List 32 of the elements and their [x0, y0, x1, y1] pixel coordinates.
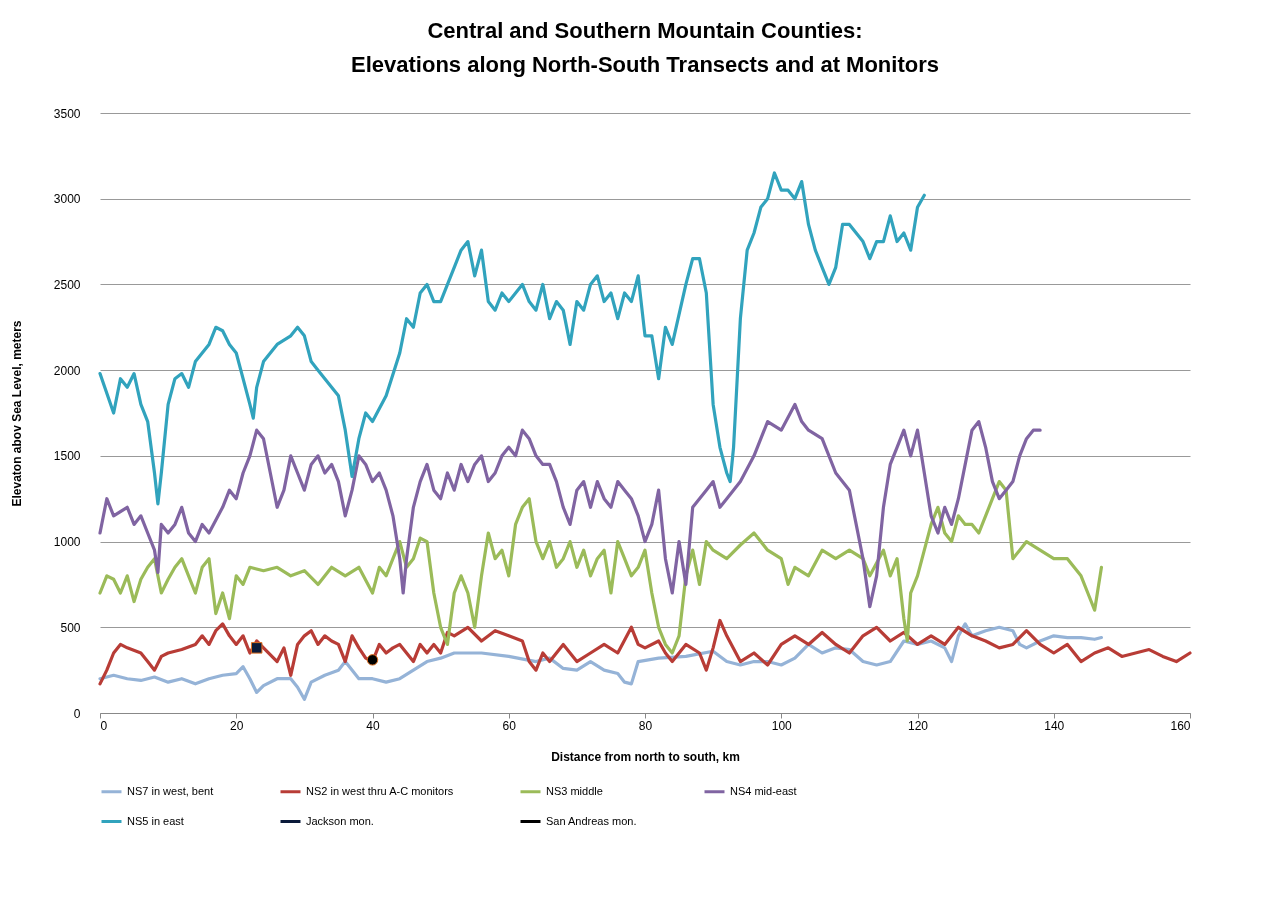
x-tick-label: 100	[771, 718, 793, 733]
x-tick-label: 160	[1170, 718, 1191, 733]
legend-label: NS7 in west, bent	[127, 784, 214, 797]
line-series	[98, 618, 1192, 686]
x-tick-label: 60	[502, 718, 517, 733]
x-tick-label: 80	[638, 718, 653, 733]
legend-label: San Andreas mon.	[546, 814, 637, 827]
line-series	[98, 622, 1104, 701]
legend-label: Jackson mon.	[306, 814, 374, 827]
x-tick-label: 140	[1044, 718, 1065, 733]
line-series	[98, 479, 1104, 655]
y-tick-label: 1000	[53, 535, 81, 550]
y-tick-label: 2500	[53, 277, 81, 292]
y-tick-label: 1500	[53, 449, 81, 464]
line-series	[98, 171, 926, 506]
x-tick-label: 40	[366, 718, 380, 733]
y-tick-label: 2000	[53, 363, 81, 378]
x-axis-title: Distance from north to south, km	[551, 749, 740, 764]
y-tick-label: 3000	[53, 192, 81, 207]
x-tick-label: 20	[230, 718, 244, 733]
chart-title: Central and Southern Mountain Counties: Elevations along North-South Transects and at Monitors	[351, 18, 939, 77]
legend-label: NS5 in east	[127, 814, 184, 827]
x-tick-label: 120	[907, 718, 929, 733]
legend-label: NS3 middle	[546, 784, 603, 797]
y-tick-label: 3500	[53, 106, 81, 121]
line-series	[98, 402, 1042, 609]
y-tick-label: 500	[60, 620, 81, 635]
y-tick-label: 0	[73, 706, 81, 721]
legend-label: NS2 in west thru A-C monitors	[306, 784, 454, 797]
x-tick-label: 0	[100, 718, 108, 733]
y-axis-title: Elevaton abov Sea Level, meters	[9, 320, 24, 507]
legend-label: NS4 mid-east	[730, 784, 797, 797]
